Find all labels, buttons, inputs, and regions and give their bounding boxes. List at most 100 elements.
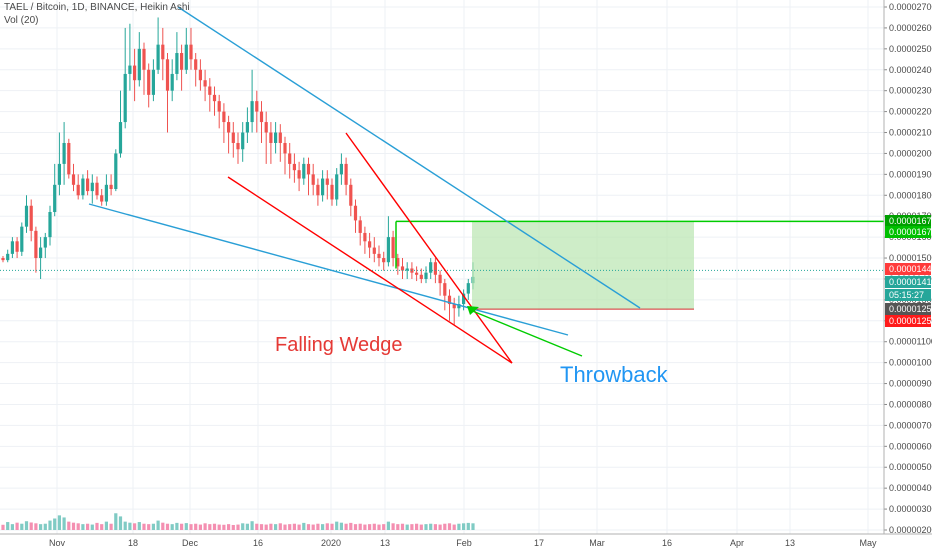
price-tag-label: 0.00001675 (889, 227, 932, 237)
candle-body (236, 142, 240, 150)
volume-bar (363, 524, 367, 530)
y-tick-label: 0.00001000 (889, 358, 932, 368)
candle-body (90, 182, 94, 192)
volume-bar (128, 522, 132, 530)
x-tick-label: 18 (128, 538, 138, 548)
candle-body (76, 184, 80, 196)
candle-body (292, 163, 296, 171)
candle-body (147, 69, 151, 95)
candle-body (405, 268, 409, 271)
candle-body (302, 163, 306, 179)
candle-body (53, 184, 57, 213)
price-tag (885, 289, 931, 301)
candle-body (462, 293, 466, 305)
volume-bar (311, 524, 315, 530)
candle-body (208, 86, 212, 95)
candle-body (400, 266, 405, 271)
candle-body (250, 101, 254, 123)
volume-bar (109, 523, 113, 530)
candle-body (86, 178, 90, 192)
volume-bar (255, 523, 259, 530)
candle-body (415, 272, 419, 275)
annotations: Falling Wedge Throwback (275, 334, 669, 387)
price-tag (885, 303, 931, 315)
candle-body (20, 226, 24, 252)
y-tick-label: 0.00000600 (889, 441, 932, 451)
volume-bar (335, 521, 339, 530)
candle-body (29, 205, 33, 231)
volume-bar (203, 523, 207, 530)
volume-bar (142, 523, 146, 530)
candle-body (57, 163, 61, 185)
volume-bar (321, 524, 325, 530)
volume-bar (241, 523, 245, 530)
y-tick-label: 0.00000800 (889, 399, 932, 409)
volume-bar (433, 524, 437, 530)
candle-body (184, 44, 188, 70)
volume-bar (245, 523, 249, 530)
candle-body (71, 174, 76, 185)
price-tag-label: 0.00001410 (889, 277, 932, 287)
candle-body (452, 304, 456, 309)
candle-body (269, 132, 273, 143)
candle-body (264, 122, 268, 133)
volume-label: Vol (20) (4, 15, 39, 26)
wedge-lower-line (227, 176, 513, 364)
volume-bar (194, 523, 198, 530)
volume-bar (349, 522, 353, 530)
volume-bar (419, 524, 423, 530)
volume-bar (6, 522, 10, 530)
volume-bar (81, 524, 85, 530)
candle-body (1, 258, 5, 261)
volume-bar (175, 522, 179, 530)
volume-bar (283, 524, 287, 530)
candle-body (447, 295, 452, 305)
volume-bar (104, 521, 108, 530)
candle-body (321, 178, 325, 196)
volume-bar (236, 524, 240, 530)
candle-body (142, 48, 146, 70)
volume-bar (466, 522, 470, 530)
candle-body (109, 184, 113, 190)
volume-bar (15, 522, 19, 530)
volume-bar (429, 523, 433, 530)
volume-bar (10, 524, 14, 530)
candle-body (306, 163, 311, 175)
throwback-arrow-icon (467, 306, 479, 315)
x-tick-label: May (859, 538, 877, 548)
volume-bar (396, 524, 400, 530)
volume-bar (447, 523, 452, 530)
wedge-upper-line (345, 132, 513, 364)
candle-body (170, 73, 174, 91)
candle-body (466, 283, 470, 294)
y-tick-label: 0.00002000 (889, 148, 932, 158)
candle-body (288, 153, 292, 164)
volume-bar (53, 518, 57, 530)
candle-body (363, 232, 367, 242)
y-tick-label: 0.00000500 (889, 462, 932, 472)
y-tick-label: 0.00002600 (889, 23, 932, 33)
channel-upper-line (177, 6, 641, 309)
volume-bar (180, 523, 184, 530)
candle-body (128, 65, 132, 74)
volume-bar (330, 523, 334, 530)
y-tick-label: 0.00000300 (889, 504, 932, 514)
candle-body (278, 132, 282, 143)
candle-body (180, 53, 184, 70)
candle-body (368, 241, 372, 248)
price-tag (885, 215, 931, 227)
volume-bar (297, 524, 301, 530)
volume-bar (137, 522, 141, 530)
candle-body (39, 247, 43, 259)
candle-body (189, 44, 193, 60)
candle-body (438, 274, 442, 284)
volume-bar (471, 523, 475, 530)
candle-body (372, 247, 376, 254)
volume-bar (118, 516, 123, 530)
chart-title: TAEL / Bitcoin, 1D, BINANCE, Heikin Ashi (4, 2, 190, 13)
candle-body (137, 48, 141, 81)
x-tick-label: Nov (49, 538, 66, 548)
volume-bar (217, 524, 221, 530)
candle-body (62, 142, 66, 164)
